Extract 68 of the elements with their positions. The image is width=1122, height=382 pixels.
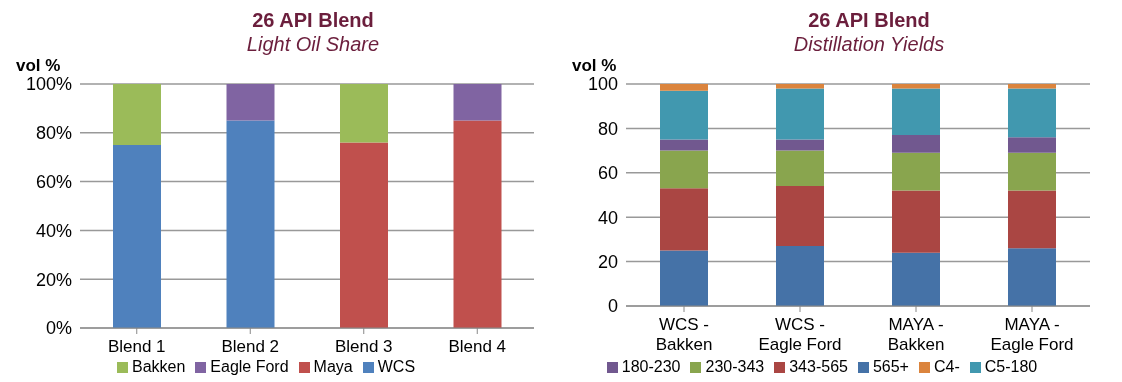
legend-label: Maya bbox=[313, 358, 353, 375]
bar bbox=[113, 84, 161, 145]
y-tick-label: 20% bbox=[35, 269, 72, 290]
bar bbox=[892, 252, 940, 306]
bar bbox=[776, 246, 824, 306]
bar bbox=[660, 90, 708, 140]
bar bbox=[660, 139, 708, 151]
y-tick-label: 80% bbox=[35, 123, 72, 144]
x-tick-label: Blend 4 bbox=[448, 337, 507, 356]
bar bbox=[113, 145, 161, 328]
bar bbox=[660, 150, 708, 189]
x-tick-label: Blend 3 bbox=[334, 337, 393, 356]
x-tick-label: Blend 1 bbox=[107, 337, 166, 356]
bar bbox=[340, 84, 388, 143]
chart-title: 26 API Blend bbox=[807, 8, 931, 32]
bar bbox=[660, 250, 708, 306]
y-axis-title: vol % bbox=[572, 56, 618, 76]
bar bbox=[660, 188, 708, 251]
y-tick-label: 100 bbox=[587, 74, 618, 95]
bar bbox=[226, 84, 275, 121]
y-tick-label: 20 bbox=[597, 251, 618, 272]
legend-label: 180-230 bbox=[621, 358, 681, 375]
chart-title: 26 API Blend bbox=[251, 8, 375, 32]
legend-label: 565+ bbox=[872, 358, 909, 375]
bar bbox=[776, 150, 824, 187]
bar bbox=[892, 88, 940, 136]
y-tick-label: 0% bbox=[45, 318, 72, 339]
bar bbox=[453, 120, 502, 328]
legend-label: 343-565 bbox=[789, 358, 848, 375]
bar bbox=[892, 190, 940, 253]
bar bbox=[776, 84, 824, 89]
x-tick-label: WCS - Eagle Ford bbox=[758, 315, 842, 354]
bar bbox=[892, 84, 940, 89]
bar bbox=[892, 152, 940, 191]
chart-subtitle: Distillation Yields bbox=[792, 32, 946, 56]
x-tick-label: MAYA - Eagle Ford bbox=[990, 315, 1074, 354]
bar bbox=[892, 135, 940, 153]
bar bbox=[1008, 88, 1056, 138]
bar bbox=[776, 88, 824, 140]
y-tick-label: 40% bbox=[35, 220, 72, 241]
bar bbox=[453, 84, 502, 121]
chart-subtitle: Light Oil Share bbox=[245, 32, 381, 56]
bar bbox=[776, 139, 824, 151]
bar bbox=[1008, 84, 1056, 89]
bar bbox=[776, 186, 824, 247]
x-tick-label: MAYA - Bakken bbox=[887, 315, 945, 354]
bar bbox=[1008, 137, 1056, 153]
legend-label: Bakken bbox=[131, 358, 186, 375]
bar bbox=[660, 84, 708, 91]
y-tick-label: 100% bbox=[25, 74, 72, 95]
bar bbox=[1008, 152, 1056, 191]
bar bbox=[340, 142, 388, 328]
legend-label: C4- bbox=[933, 358, 960, 375]
legend-label: C5-180 bbox=[984, 358, 1038, 375]
legend-label: Eagle Ford bbox=[210, 358, 289, 375]
y-tick-label: 40 bbox=[597, 207, 618, 228]
legend-label: 230-343 bbox=[705, 358, 765, 375]
y-tick-label: 80 bbox=[597, 118, 618, 139]
y-tick-label: 0 bbox=[607, 296, 618, 317]
y-tick-label: 60% bbox=[35, 171, 72, 192]
x-tick-label: WCS - Bakken bbox=[655, 315, 713, 354]
x-tick-label: Blend 2 bbox=[221, 337, 280, 356]
bar bbox=[226, 120, 275, 328]
y-tick-label: 60 bbox=[597, 163, 618, 184]
bar bbox=[1008, 248, 1056, 306]
bar bbox=[1008, 190, 1056, 249]
legend-label: WCS bbox=[377, 358, 416, 375]
y-axis-title: vol % bbox=[16, 56, 62, 76]
